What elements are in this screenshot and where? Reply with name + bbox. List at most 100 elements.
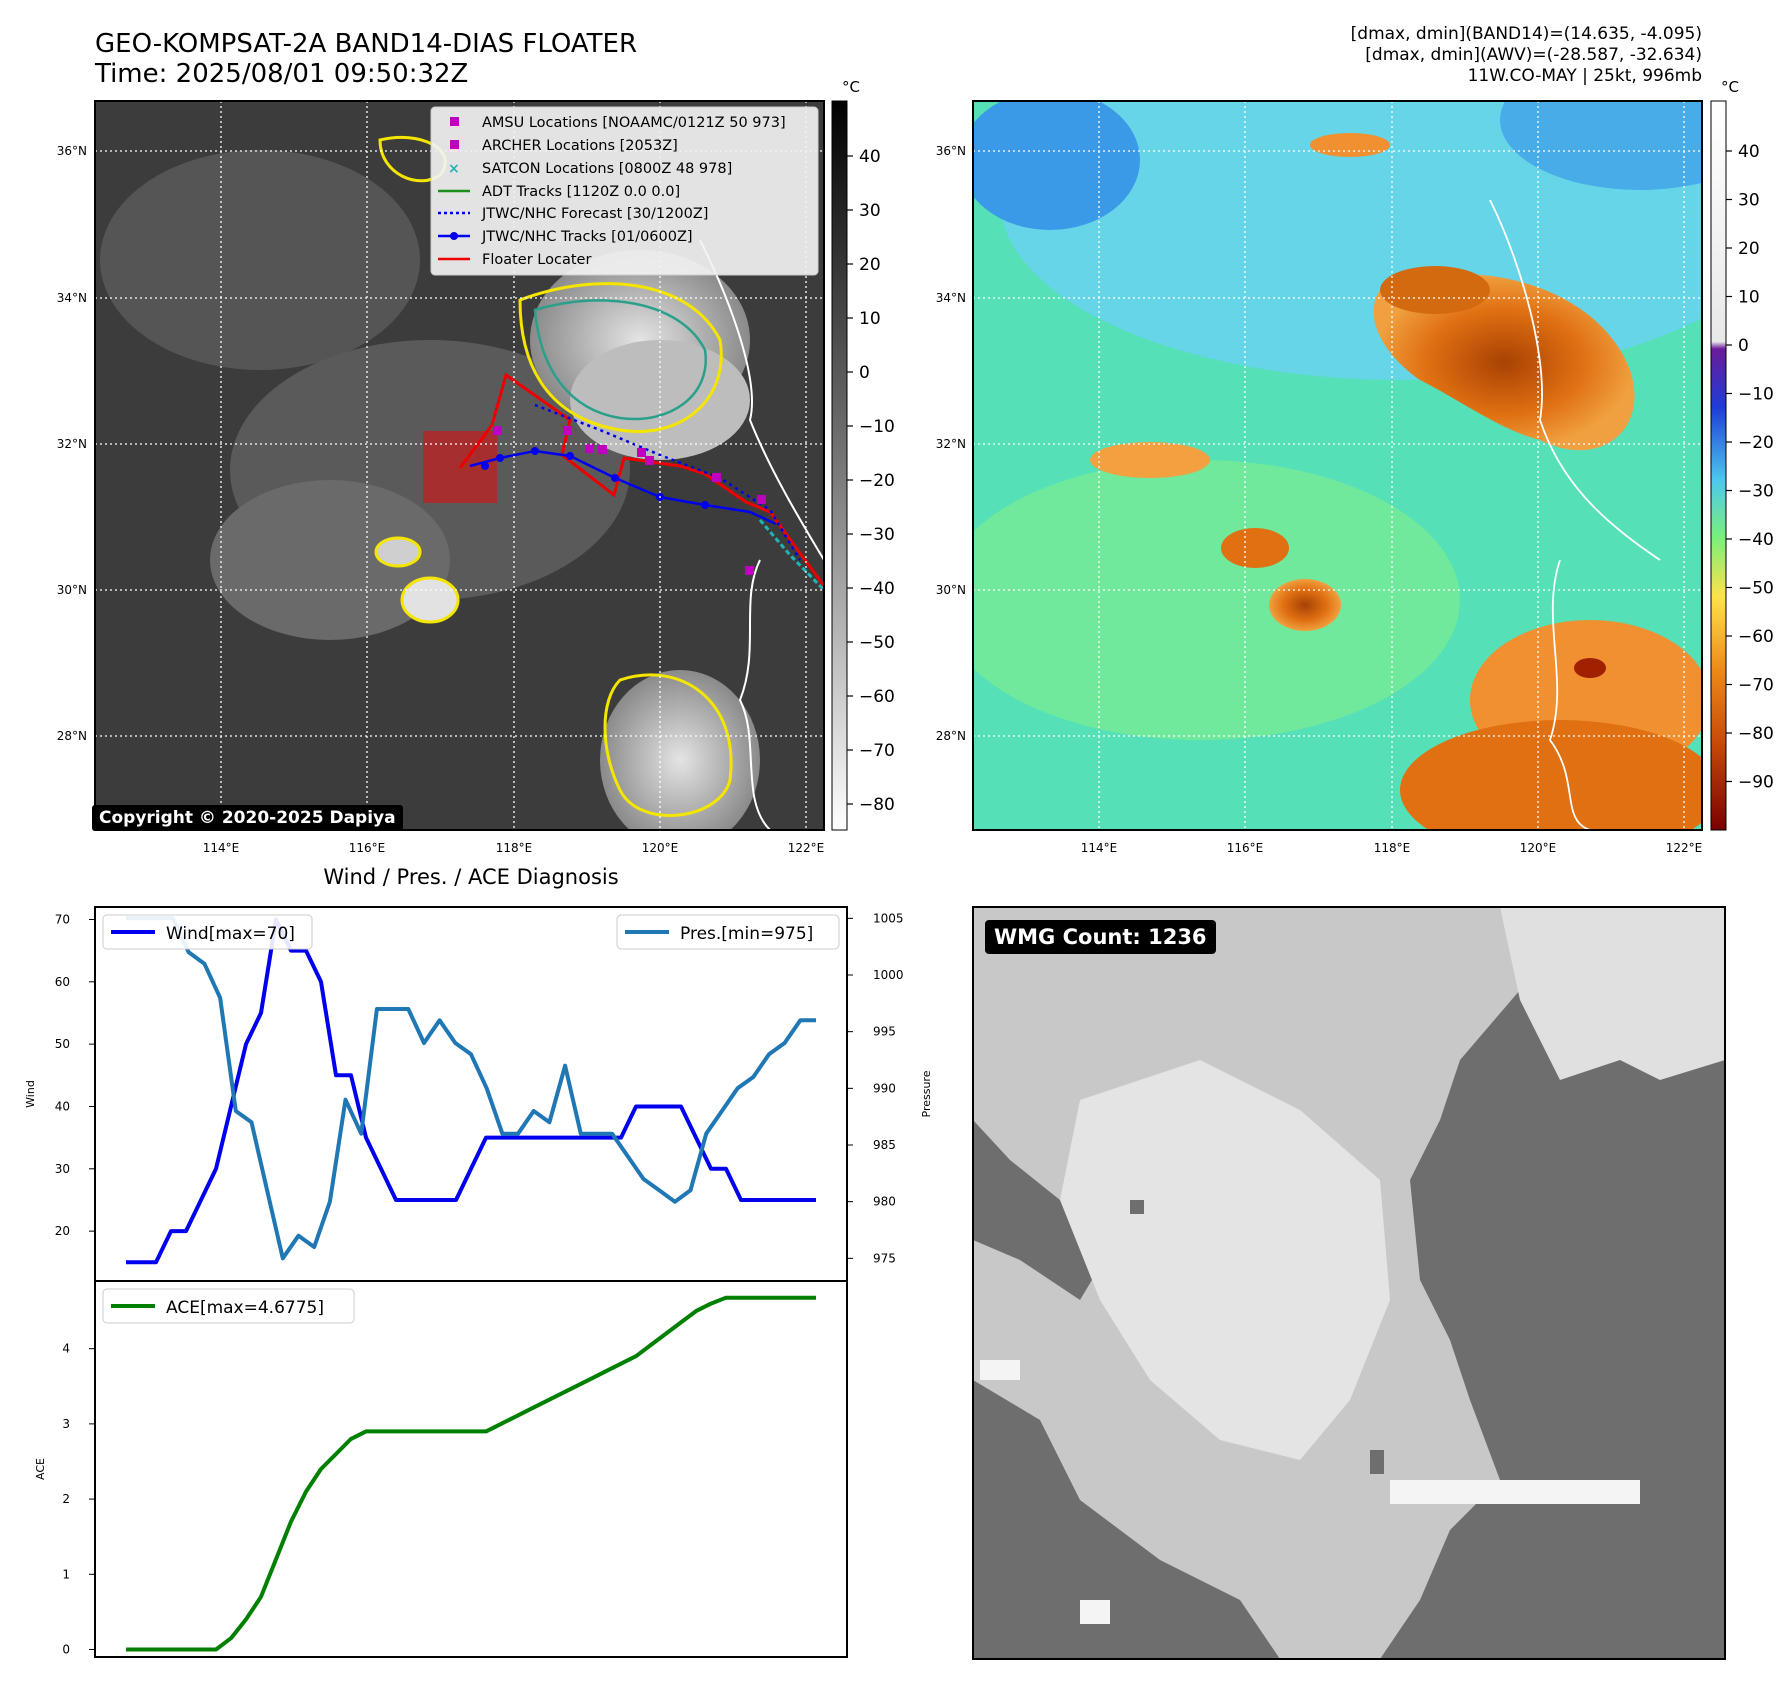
colorbar-tick-label: −70 — [1738, 676, 1774, 696]
wv-lat-tick: 28°N — [936, 729, 966, 743]
colorbar-tick-label: −40 — [859, 579, 895, 599]
ace-chart: 4 3 2 1 0 ACE ACE[max=4.6775] — [34, 1280, 848, 1658]
colorbar-tick-label: −80 — [1738, 724, 1774, 744]
legend-forecast: JTWC/NHC Forecast [30/1200Z] — [481, 206, 708, 222]
wv-lat-tick: 36°N — [936, 144, 966, 158]
wind-pressure-chart: 70 60 50 40 30 20 1005 1000 995 990 985 980 975 Win… — [24, 906, 933, 1282]
legend-floater: Floater Locater — [482, 252, 591, 268]
pressure-series-line — [126, 916, 816, 1261]
colorbar-tick-label: −20 — [859, 471, 895, 491]
wind-tick-label: 70 — [55, 912, 70, 926]
colorbar-tick-label: 30 — [1738, 191, 1760, 211]
wv-lon-tick: 114°E — [1081, 841, 1118, 855]
wmg-image — [973, 907, 1725, 1659]
pressure-tick-label: 990 — [873, 1081, 896, 1095]
legend-archer: ARCHER Locations [2053Z] — [482, 138, 678, 154]
colorbar-tick-label: −60 — [859, 687, 895, 707]
ir-lat-tick: 36°N — [57, 144, 87, 158]
ir-lat-ticks: 36°N 34°N 32°N 30°N 28°N — [57, 144, 87, 743]
wind-tick-label: 30 — [55, 1162, 70, 1176]
legend-satcon-marker: × — [448, 161, 460, 177]
ir-legend: AMSU Locations [NOAAMC/0121Z 50 973] ARC… — [430, 106, 819, 276]
colorbar-tick-label: 40 — [859, 147, 881, 167]
figure-time: Time: 2025/08/01 09:50:32Z — [94, 59, 468, 89]
copyright-badge: Copyright © 2020-2025 Dapiya — [92, 805, 403, 831]
colorbar-tick-label: −90 — [1738, 773, 1774, 793]
wv-lon-ticks: 114°E 116°E 118°E 120°E 122°E — [1081, 841, 1703, 855]
wind-tick-label: 60 — [55, 975, 70, 989]
colorbar-tick-label: −40 — [1738, 530, 1774, 550]
pressure-legend-label: Pres.[min=975] — [680, 924, 813, 944]
storm-info: 11W.CO-MAY | 25kt, 996mb — [1468, 66, 1702, 86]
ir-lat-tick: 34°N — [57, 291, 87, 305]
legend-amsu-marker — [450, 117, 459, 126]
ace-axis-label: ACE — [34, 1458, 47, 1480]
ace-tick-label: 0 — [62, 1642, 70, 1656]
pressure-legend: Pres.[min=975] — [616, 914, 840, 950]
wv-lon-tick: 116°E — [1227, 841, 1264, 855]
colorbar-tick-label: 30 — [859, 201, 881, 221]
ir-lat-tick: 32°N — [57, 437, 87, 451]
ir-colorbar: °C 40 30 20 10 0 −10 −20 −30 −40 −50 −60 −70 −80 — [831, 78, 895, 831]
wind-axis-label: Wind — [24, 1080, 37, 1108]
wind-tick-label: 50 — [55, 1037, 70, 1051]
ir-lat-tick: 30°N — [57, 583, 87, 597]
ace-series-line — [126, 1295, 816, 1652]
ir-lon-tick: 116°E — [349, 841, 386, 855]
colorbar-tick-label: −50 — [1738, 579, 1774, 599]
wv-map-panel: 114°E 116°E 118°E 120°E 122°E 36°N 34°N … — [936, 78, 1774, 855]
ace-tick-label: 1 — [62, 1567, 70, 1581]
ir-map-panel: AMSU Locations [NOAAMC/0121Z 50 973] ARC… — [57, 78, 895, 855]
colorbar-tick-label: −80 — [859, 795, 895, 815]
colorbar-tick-label: −10 — [859, 417, 895, 437]
colorbar-tick-label: −60 — [1738, 627, 1774, 647]
wv-lon-tick: 122°E — [1666, 841, 1703, 855]
legend-tracks: JTWC/NHC Tracks [01/0600Z] — [481, 229, 693, 245]
colorbar-tick-label: 20 — [859, 255, 881, 275]
legend-satcon: SATCON Locations [0800Z 48 978] — [482, 161, 732, 177]
dmax-band14: [dmax, dmin](BAND14)=(14.635, -4.095) — [1351, 24, 1702, 44]
ace-tick-label: 2 — [62, 1492, 70, 1506]
pressure-tick-label: 980 — [873, 1195, 896, 1209]
wv-lon-tick: 118°E — [1374, 841, 1411, 855]
colorbar-tick-label: 0 — [859, 363, 870, 383]
ace-tick-label: 4 — [62, 1342, 70, 1356]
wmg-count-badge: WMG Count: 1236 — [985, 920, 1216, 954]
colorbar-tick-label: −70 — [859, 741, 895, 761]
wind-tick-label: 20 — [55, 1224, 70, 1238]
pressure-axis-label: Pressure — [920, 1070, 933, 1117]
colorbar-tick-label: −50 — [859, 633, 895, 653]
colorbar-tick-label: 0 — [1738, 336, 1749, 356]
ir-colorbar-unit: °C — [842, 78, 860, 96]
colorbar-tick-label: −30 — [1738, 482, 1774, 502]
wmg-panel — [972, 906, 1726, 1660]
wv-lat-tick: 34°N — [936, 291, 966, 305]
legend-adt: ADT Tracks [1120Z 0.0 0.0] — [482, 184, 680, 200]
pressure-tick-label: 985 — [873, 1138, 896, 1152]
ir-lon-tick: 122°E — [788, 841, 825, 855]
wv-lat-ticks: 36°N 34°N 32°N 30°N 28°N — [936, 144, 966, 743]
legend-archer-marker — [450, 140, 459, 149]
wv-colorbar-unit: °C — [1721, 78, 1739, 96]
wv-image — [973, 101, 1702, 830]
ir-lon-tick: 118°E — [496, 841, 533, 855]
pressure-tick-label: 975 — [873, 1251, 896, 1265]
colorbar-tick-label: 20 — [1738, 239, 1760, 259]
wind-tick-label: 40 — [55, 1099, 70, 1113]
pressure-tick-label: 1005 — [873, 911, 904, 925]
pressure-tick-label: 1000 — [873, 968, 904, 982]
ace-legend: ACE[max=4.6775] — [102, 1288, 355, 1324]
colorbar-tick-label: 10 — [859, 309, 881, 329]
wind-legend-label: Wind[max=70] — [166, 924, 295, 944]
wv-colorbar: °C 40 30 20 10 0 −10 −20 −30 −40 −50 −60 −70 −80 −90 — [1710, 78, 1774, 831]
colorbar-tick-label: −20 — [1738, 433, 1774, 453]
ir-lon-ticks: 114°E 116°E 118°E 120°E 122°E — [203, 841, 825, 855]
wv-lon-tick: 120°E — [1520, 841, 1557, 855]
dmax-awv: [dmax, dmin](AWV)=(-28.587, -32.634) — [1365, 45, 1702, 65]
legend-amsu: AMSU Locations [NOAAMC/0121Z 50 973] — [482, 115, 786, 131]
wind-legend: Wind[max=70] — [102, 914, 313, 950]
pressure-tick-label: 995 — [873, 1025, 896, 1039]
ace-legend-label: ACE[max=4.6775] — [166, 1298, 324, 1318]
wv-lat-tick: 30°N — [936, 583, 966, 597]
